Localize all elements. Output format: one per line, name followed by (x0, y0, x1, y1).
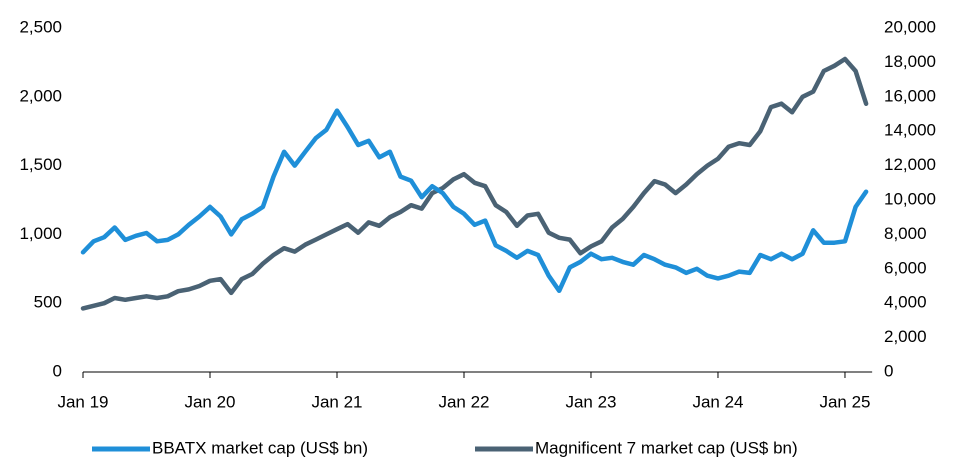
x-tick-label: Jan 20 (184, 392, 235, 411)
y-tick-label: 1,000 (19, 224, 62, 243)
x-tick-label: Jan 23 (565, 392, 616, 411)
x-tick-label: Jan 19 (57, 392, 108, 411)
y2-tick-label: 14,000 (884, 121, 936, 140)
y2-tick-label: 0 (884, 361, 893, 380)
y2-tick-label: 6,000 (884, 258, 927, 277)
legend-label: Magnificent 7 market cap (US$ bn) (535, 438, 798, 457)
legend-label: BBATX market cap (US$ bn) (152, 438, 368, 457)
x-tick-label: Jan 22 (438, 392, 489, 411)
y2-tick-label: 12,000 (884, 155, 936, 174)
y-tick-label: 2,000 (19, 86, 62, 105)
y2-tick-label: 2,000 (884, 327, 927, 346)
x-tick-label: Jan 21 (311, 392, 362, 411)
y-tick-label: 0 (53, 361, 62, 380)
y2-tick-label: 10,000 (884, 189, 936, 208)
y-tick-label: 500 (34, 293, 62, 312)
y2-tick-label: 20,000 (884, 17, 936, 36)
y2-tick-label: 4,000 (884, 293, 927, 312)
x-tick-label: Jan 25 (819, 392, 870, 411)
y2-tick-label: 18,000 (884, 52, 936, 71)
series-line (80, 108, 869, 294)
x-tick-label: Jan 24 (692, 392, 743, 411)
y-tick-label: 2,500 (19, 17, 62, 36)
y-tick-label: 1,500 (19, 155, 62, 174)
series-line (80, 56, 869, 311)
y2-tick-label: 16,000 (884, 86, 936, 105)
y2-tick-label: 8,000 (884, 224, 927, 243)
